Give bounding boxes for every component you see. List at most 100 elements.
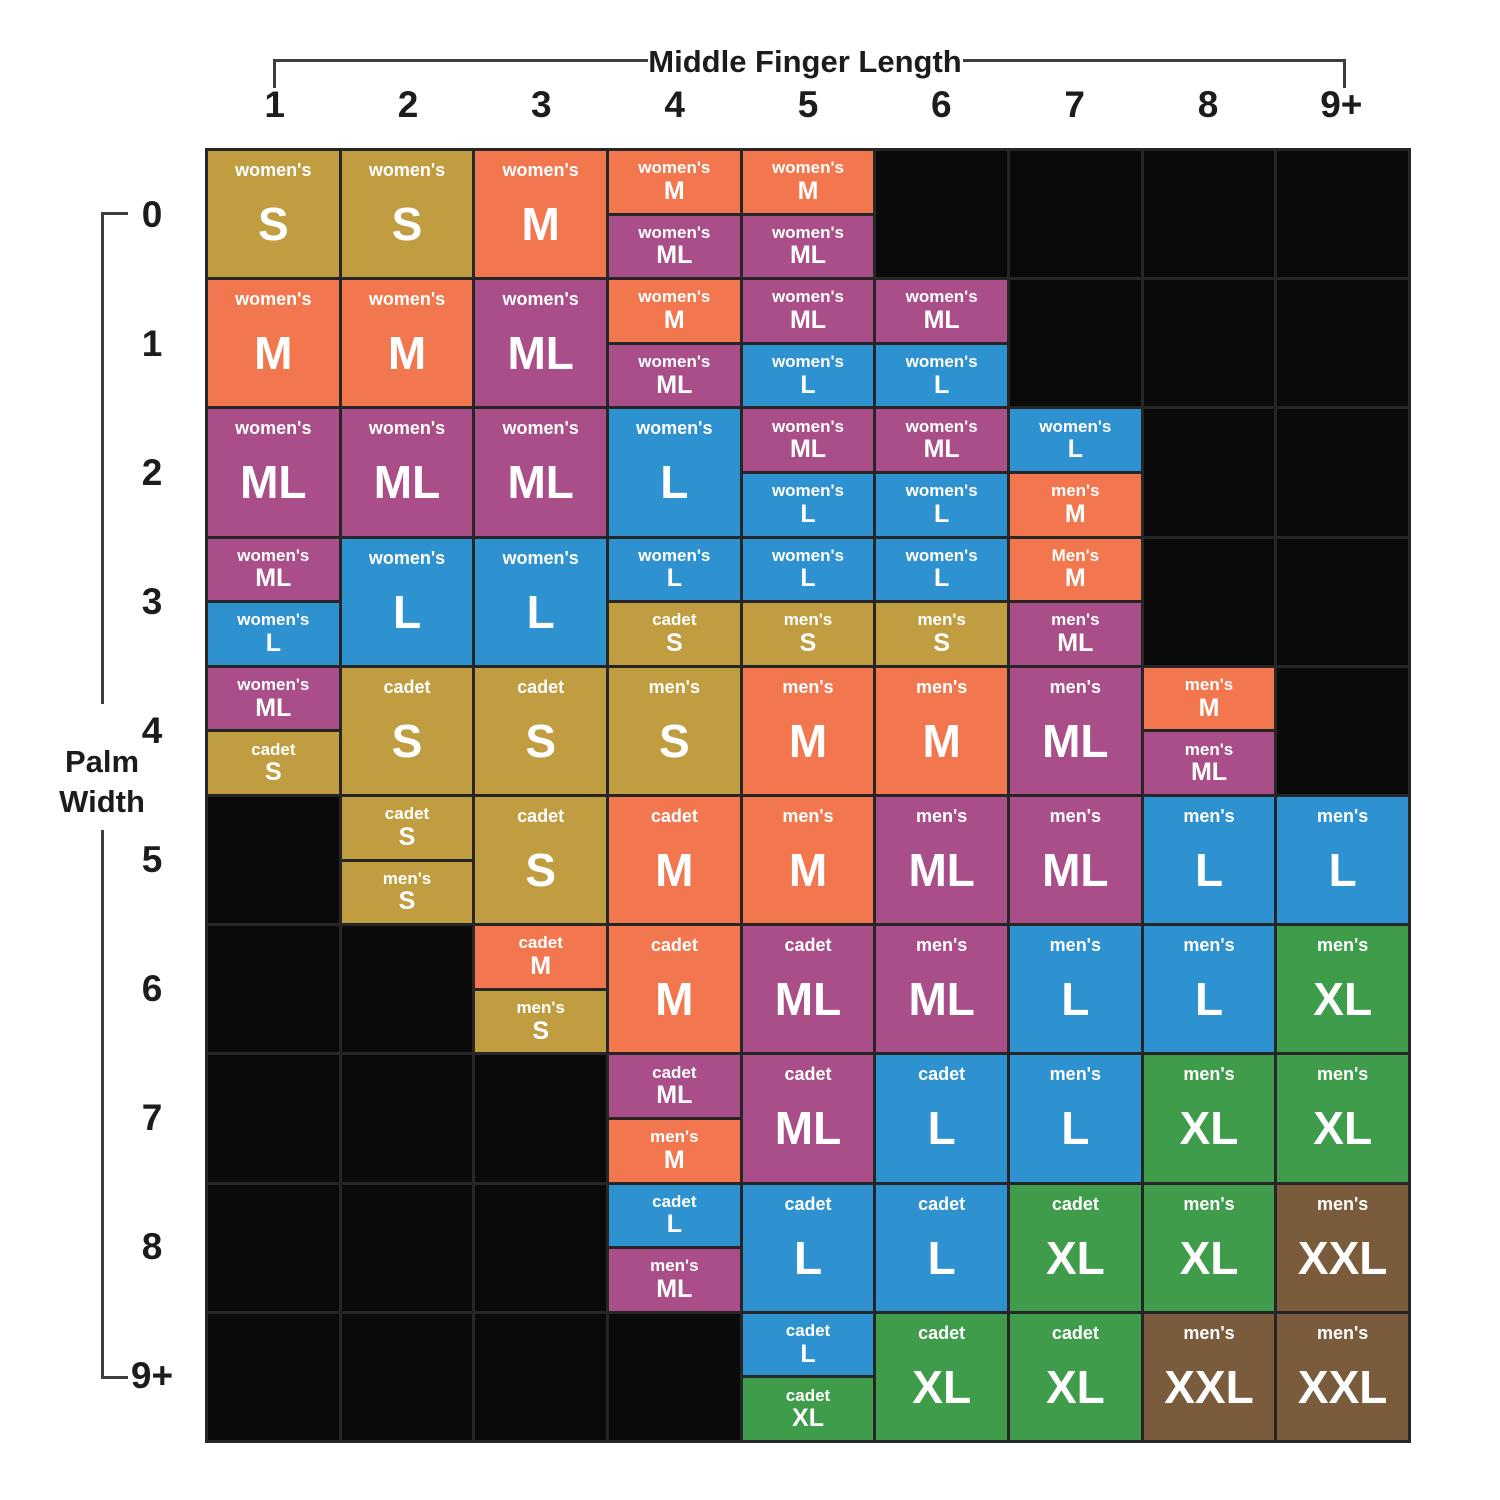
y-tick-label: 4 <box>141 710 163 752</box>
size-label: ML <box>240 456 307 509</box>
grid-cell-empty <box>1143 151 1275 278</box>
grid-cell: women's S <box>341 151 473 278</box>
size-cell-part: women's ML <box>876 280 1007 342</box>
size-label: XL <box>912 1360 972 1413</box>
size-cell-part: cadet L <box>742 1313 874 1376</box>
size-label: M <box>663 1145 685 1174</box>
y-tick-label: 7 <box>141 1096 163 1138</box>
grid-cell: women's ML women's L <box>742 280 874 407</box>
size-label: L <box>793 1231 823 1284</box>
size-cell-part: women's L <box>208 600 339 665</box>
brand-label: women's <box>237 545 310 565</box>
brand-label: cadet <box>517 676 565 697</box>
size-label: ML <box>656 1081 693 1110</box>
brand-label: cadet <box>650 805 698 826</box>
brand-label: Men's <box>1051 545 1100 565</box>
size-label: L <box>526 585 555 638</box>
grid-cell: cadet XL <box>1010 1184 1141 1311</box>
brand-label: women's <box>502 289 579 310</box>
size-label: L <box>934 564 950 593</box>
brand-label: women's <box>368 160 446 180</box>
size-label: XL <box>1179 1231 1239 1284</box>
size-label: S <box>665 629 683 658</box>
grid-cell: women's M <box>475 151 606 278</box>
brand-label: cadet <box>650 935 698 956</box>
size-label: L <box>1061 1102 1090 1155</box>
brand-label: women's <box>502 547 579 568</box>
y-tick-label: 0 <box>141 194 163 236</box>
size-cell-part: cadet S <box>208 729 339 794</box>
grid-cell: cadet S <box>341 667 473 794</box>
size-label: XL <box>1179 1102 1239 1155</box>
x-tick-label: 1 <box>264 84 285 125</box>
brand-label: women's <box>638 222 711 242</box>
grid-cell: men's XL <box>1143 1055 1275 1182</box>
grid-cell: men's ML <box>876 796 1007 924</box>
brand-label: cadet <box>384 804 430 824</box>
size-label: L <box>927 1102 956 1155</box>
grid-cell: cadet XL <box>876 1313 1007 1440</box>
size-cell-part: cadet XL <box>742 1375 874 1440</box>
brand-label: men's <box>1317 935 1369 956</box>
size-label: M <box>655 843 694 896</box>
brand-label: cadet <box>784 1064 832 1085</box>
grid-cell: men's XXL <box>1143 1313 1275 1440</box>
size-label: M <box>663 176 685 205</box>
size-label: ML <box>507 327 574 380</box>
grid-cell-empty <box>208 1055 339 1182</box>
brand-label: men's <box>1051 481 1100 501</box>
x-tick-label: 2 <box>397 84 419 125</box>
size-label: L <box>1328 843 1357 896</box>
x-tick-label: 4 <box>664 84 685 125</box>
grid-cell: cadet ML <box>742 1055 874 1182</box>
size-cell-part: women's ML <box>208 538 339 601</box>
brand-label: men's <box>782 676 834 697</box>
size-label: ML <box>656 1275 693 1304</box>
size-label: M <box>655 973 694 1026</box>
grid-cell-empty <box>341 926 473 1053</box>
brand-label: women's <box>502 160 579 180</box>
y-tick-label: 2 <box>141 452 163 494</box>
size-label: M <box>1064 564 1086 593</box>
brand-label: men's <box>1184 675 1234 695</box>
grid-cell: women's L <box>609 409 740 536</box>
brand-label: women's <box>237 675 310 695</box>
size-cell-part: cadet L <box>609 1184 740 1247</box>
brand-label: women's <box>235 418 312 439</box>
size-label: M <box>254 327 293 380</box>
size-label: L <box>800 499 816 528</box>
brand-label: cadet <box>652 1062 697 1082</box>
brand-label: men's <box>916 935 968 956</box>
size-cell-part: men's ML <box>609 1246 740 1311</box>
brand-label: cadet <box>918 1193 966 1214</box>
brand-label: men's <box>916 676 968 697</box>
grid-cell-empty <box>1277 538 1408 665</box>
size-label: XL <box>1045 1231 1105 1284</box>
size-cell-part: cadet ML <box>609 1055 740 1117</box>
y-tick-label: 8 <box>141 1225 163 1267</box>
y-tick-label: 6 <box>141 967 163 1009</box>
size-label: M <box>387 327 427 380</box>
grid-cell: women's ML cadet S <box>208 667 339 794</box>
size-label: L <box>660 456 689 509</box>
size-label: ML <box>774 1102 842 1155</box>
brand-label: women's <box>368 547 446 568</box>
x-axis-bracket-line-right <box>963 59 1346 62</box>
brand-label: cadet <box>1051 1193 1099 1214</box>
brand-label: women's <box>771 222 845 242</box>
brand-label: men's <box>1049 805 1101 826</box>
x-tick-label: 5 <box>797 84 819 125</box>
size-cell-part: women's ML <box>609 341 740 407</box>
grid-cell: men's XXL <box>1277 1313 1408 1440</box>
size-cell-part: men's M <box>1143 667 1275 730</box>
size-cell-part: women's M <box>742 151 874 213</box>
grid-cell: women's ML <box>475 409 606 536</box>
grid-cell: women's ML <box>475 280 606 407</box>
y-tick-label: 5 <box>141 838 163 880</box>
grid-cell: men's ML <box>1010 667 1141 794</box>
brand-label: men's <box>1049 1064 1101 1085</box>
brand-label: men's <box>1317 805 1369 826</box>
grid-cell: men's L <box>1277 796 1408 924</box>
